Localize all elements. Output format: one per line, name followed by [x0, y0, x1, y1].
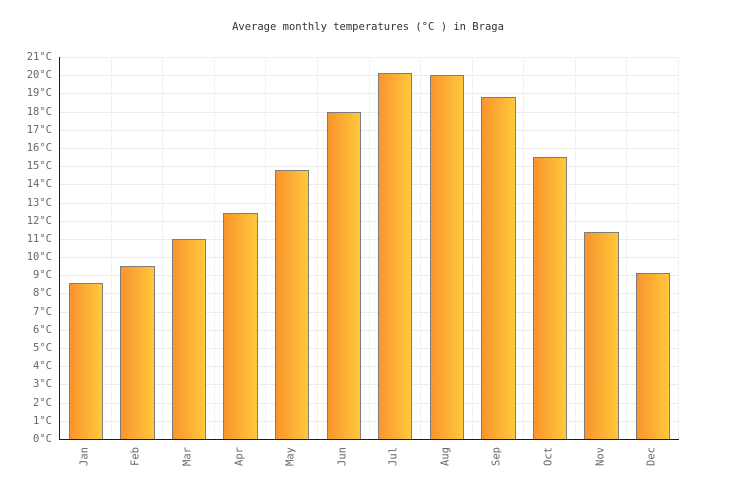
x-tick-label-sep: Sep [490, 447, 503, 466]
y-tick-label-20: 20°C [26, 69, 52, 82]
h-gridline-7 [60, 311, 679, 313]
y-tick-label-21: 21°C [26, 51, 52, 63]
y-tick-label-8: 8°C [33, 287, 52, 300]
y-tick-label-13: 13°C [26, 196, 52, 209]
h-gridline-3 [60, 384, 679, 386]
h-gridline-4 [60, 366, 679, 368]
v-gridline-7 [420, 57, 422, 439]
x-tick-label-apr: Apr [233, 447, 246, 466]
bar-aug[interactable] [429, 75, 465, 439]
y-tick-label-10: 10°C [26, 251, 52, 264]
y-tick-label-1: 1°C [33, 414, 52, 427]
y-tick-label-19: 19°C [26, 87, 52, 100]
h-gridline-8 [60, 293, 679, 295]
h-gridline-11 [60, 238, 679, 240]
h-gridline-2 [60, 402, 679, 404]
h-gridline-19 [60, 93, 679, 95]
x-tick-label-jan: Jan [78, 447, 91, 466]
v-gridline-11 [626, 57, 628, 439]
y-tick-label-15: 15°C [26, 160, 52, 173]
y-tick-label-18: 18°C [26, 105, 52, 118]
bar-mar[interactable] [171, 238, 207, 439]
h-gridline-9 [60, 275, 679, 277]
bar-feb[interactable] [120, 266, 155, 439]
y-tick-label-11: 11°C [26, 232, 52, 245]
bar-jul[interactable] [378, 73, 413, 439]
bar-apr[interactable] [223, 213, 258, 439]
h-gridline-17 [60, 129, 679, 131]
v-gridline-12 [678, 57, 679, 439]
y-tick-label-7: 7°C [33, 305, 52, 318]
x-tick-label-nov: Nov [594, 447, 607, 466]
v-gridline-5 [316, 57, 318, 439]
bar-dec[interactable] [636, 273, 671, 439]
v-gridline-8 [471, 57, 473, 439]
h-gridline-5 [60, 348, 679, 350]
h-gridline-13 [60, 202, 679, 204]
h-gridline-20 [60, 75, 679, 77]
x-tick-label-aug: Aug [439, 447, 452, 466]
x-tick-label-may: May [284, 447, 297, 466]
v-gridline-9 [523, 57, 525, 439]
h-gridline-18 [60, 111, 679, 113]
x-tick-label-oct: Oct [542, 447, 555, 466]
y-tick-label-17: 17°C [26, 123, 52, 136]
x-tick-label-mar: Mar [181, 447, 194, 466]
y-tick-label-2: 2°C [33, 396, 52, 409]
chart-title: Average monthly temperatures (°C ) in Br… [232, 21, 504, 33]
plot-area [59, 57, 679, 440]
h-gridline-6 [60, 329, 679, 331]
bar-oct[interactable] [532, 157, 568, 439]
y-tick-label-9: 9°C [33, 269, 52, 282]
v-gridline-10 [574, 57, 576, 439]
h-gridline-14 [60, 184, 679, 186]
bar-jun[interactable] [326, 111, 361, 439]
x-tick-label-jul: Jul [387, 447, 400, 466]
v-gridline-6 [368, 57, 370, 439]
v-gridline-4 [265, 57, 267, 439]
y-tick-label-3: 3°C [33, 378, 52, 391]
x-tick-label-jun: Jun [336, 447, 349, 466]
y-tick-label-0: 0°C [33, 433, 52, 445]
bar-nov[interactable] [584, 231, 619, 439]
h-gridline-21 [60, 57, 679, 58]
x-tick-label-feb: Feb [129, 447, 142, 466]
bar-jan[interactable] [68, 282, 103, 439]
y-tick-label-12: 12°C [26, 214, 52, 227]
y-tick-label-6: 6°C [33, 323, 52, 336]
bar-may[interactable] [274, 169, 310, 439]
y-tick-label-5: 5°C [33, 342, 52, 355]
v-gridline-1 [110, 57, 112, 439]
h-gridline-10 [60, 257, 679, 259]
y-tick-label-16: 16°C [26, 141, 52, 154]
v-gridline-2 [162, 57, 164, 439]
h-gridline-1 [60, 420, 679, 422]
h-gridline-12 [60, 220, 679, 222]
h-gridline-16 [60, 147, 679, 149]
v-gridline-3 [213, 57, 215, 439]
x-tick-label-dec: Dec [645, 447, 658, 466]
y-tick-label-4: 4°C [33, 360, 52, 373]
y-tick-label-14: 14°C [26, 178, 52, 191]
h-gridline-15 [60, 166, 679, 168]
bar-sep[interactable] [481, 97, 516, 439]
